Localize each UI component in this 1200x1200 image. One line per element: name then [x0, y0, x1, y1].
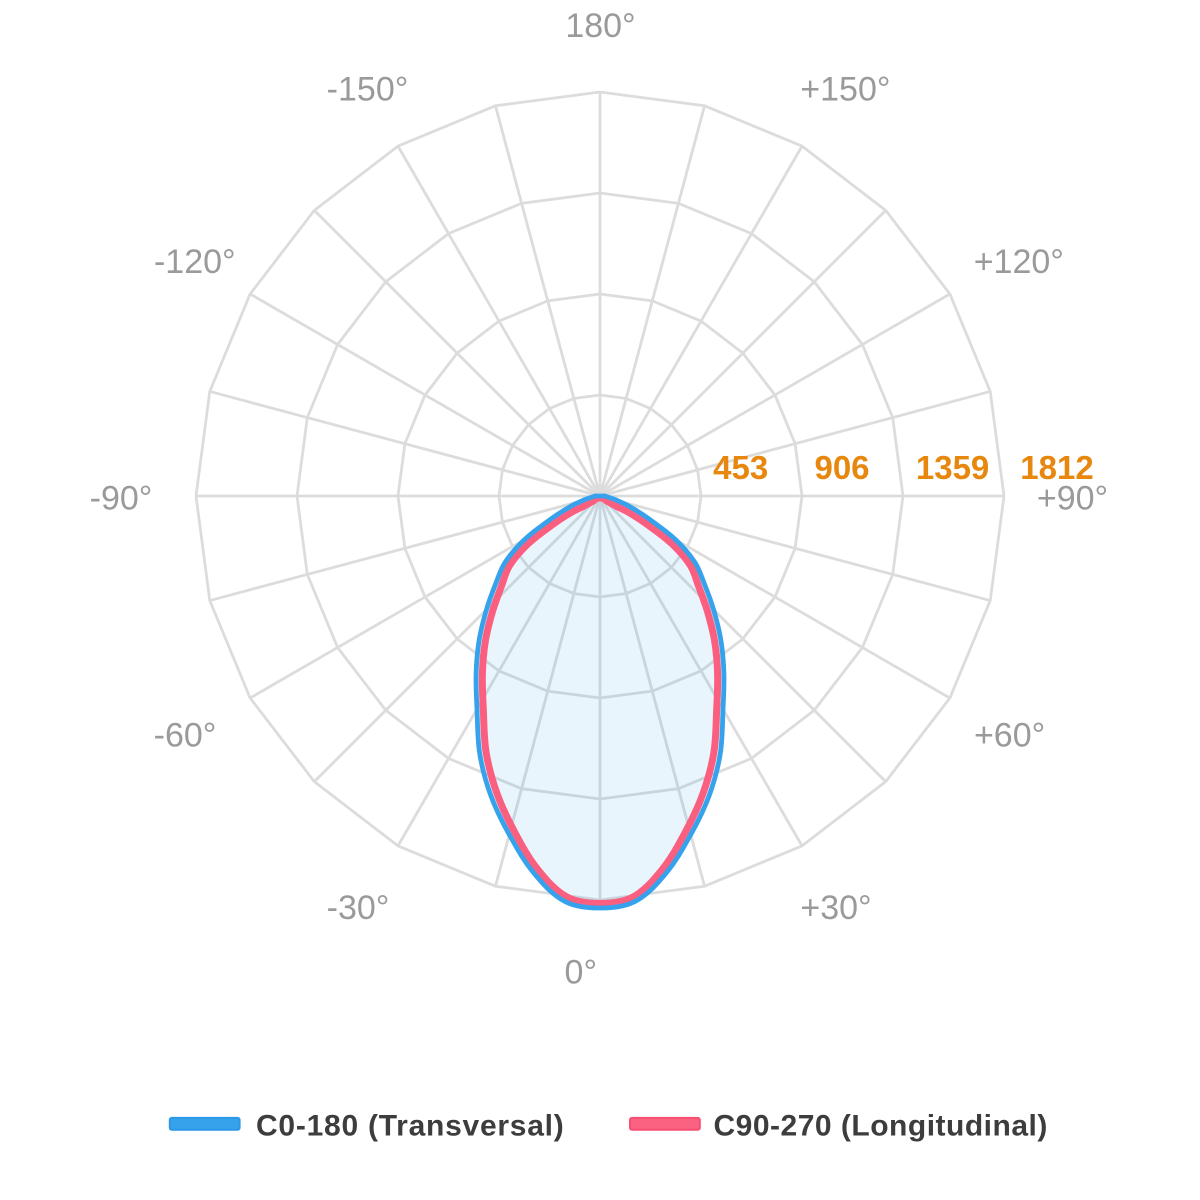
svg-text:+120°: +120°	[974, 243, 1064, 281]
svg-text:+90°: +90°	[1037, 479, 1108, 517]
svg-text:453: 453	[713, 449, 768, 486]
svg-text:+30°: +30°	[800, 889, 871, 927]
svg-text:+60°: +60°	[974, 717, 1045, 755]
svg-text:C0-180 (Transversal): C0-180 (Transversal)	[256, 1110, 565, 1143]
svg-text:+150°: +150°	[800, 70, 890, 108]
svg-text:0°: 0°	[565, 954, 598, 992]
svg-text:-120°: -120°	[154, 243, 236, 281]
svg-text:1359: 1359	[916, 449, 989, 486]
svg-text:-30°: -30°	[327, 889, 390, 927]
svg-text:-90°: -90°	[90, 479, 153, 517]
svg-text:906: 906	[814, 449, 869, 486]
svg-text:C90-270 (Longitudinal): C90-270 (Longitudinal)	[714, 1110, 1048, 1143]
svg-text:180°: 180°	[565, 7, 635, 45]
svg-text:-60°: -60°	[154, 717, 217, 755]
svg-text:-150°: -150°	[327, 70, 409, 108]
svg-text:1812: 1812	[1020, 449, 1093, 486]
